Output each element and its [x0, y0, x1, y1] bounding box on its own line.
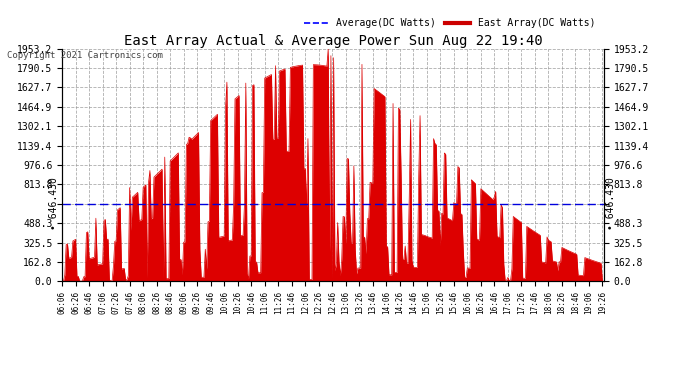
Legend: Average(DC Watts), East Array(DC Watts): Average(DC Watts), East Array(DC Watts) [300, 14, 599, 32]
Text: ∙ 646.430: ∙ 646.430 [50, 177, 59, 230]
Title: East Array Actual & Average Power Sun Aug 22 19:40: East Array Actual & Average Power Sun Au… [124, 34, 542, 48]
Text: ∙ 646.430: ∙ 646.430 [607, 177, 616, 230]
Text: Copyright 2021 Cartronics.com: Copyright 2021 Cartronics.com [7, 51, 163, 60]
